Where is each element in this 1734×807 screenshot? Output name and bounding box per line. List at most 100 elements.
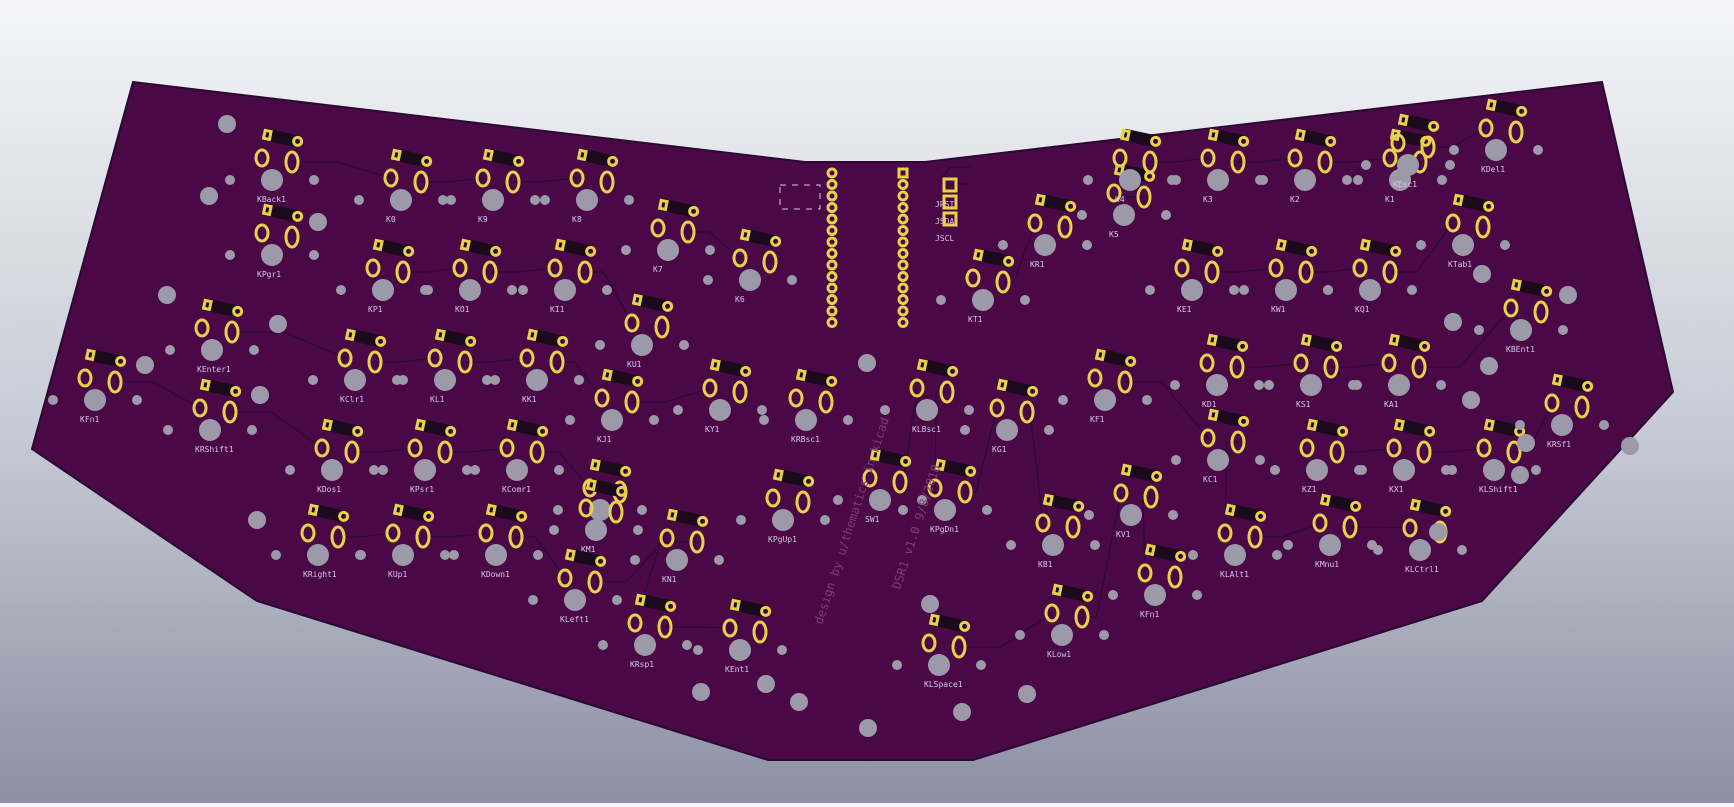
trace [1390, 222, 1454, 273]
switch-center-hole [261, 169, 283, 191]
switch-pad [818, 390, 834, 414]
header-pin [826, 236, 838, 248]
trace [1150, 157, 1209, 163]
diode-body [1298, 128, 1332, 148]
switch-peg-hole [309, 175, 319, 185]
diode-body [1392, 333, 1426, 353]
diode-pad [199, 378, 211, 392]
switch-footprint: KO1 [423, 238, 517, 314]
diode-body [1397, 418, 1431, 438]
switch-peg-hole [1531, 465, 1541, 475]
diode-pad [729, 598, 741, 612]
switch-pad [1074, 605, 1090, 629]
switch-peg-hole [438, 195, 448, 205]
diode-footprint [739, 228, 782, 248]
diode-pad [1042, 493, 1054, 507]
switch-peg-hole [595, 340, 605, 350]
switch-peg-hole [1558, 325, 1568, 335]
diode-pad [1541, 285, 1553, 297]
diode-footprint [1319, 493, 1362, 513]
switch-peg-hole [440, 550, 450, 560]
switch-label: KF1 [1090, 415, 1105, 424]
switch-pad [284, 225, 300, 249]
switch-peg-hole [624, 195, 634, 205]
switch-pad [1382, 260, 1398, 284]
diode-footprint [1306, 418, 1349, 438]
switch-label: K0 [386, 215, 396, 224]
header-pin [826, 305, 838, 317]
mounting-hole [757, 675, 775, 693]
switch-pad [1329, 440, 1345, 464]
switch-label: KBEnt1 [1506, 345, 1535, 354]
diode-pad [607, 155, 619, 167]
switch-center-hole [459, 279, 481, 301]
switch-peg-hole [490, 375, 500, 385]
switch-peg-hole [1099, 630, 1109, 640]
diode-body [1046, 493, 1080, 513]
switch-peg-hole [1083, 175, 1093, 185]
header-pin [826, 259, 838, 271]
trace [1224, 441, 1238, 534]
switch-center-hole [1034, 234, 1056, 256]
switch-peg-hole [249, 345, 259, 355]
diode-body [1489, 98, 1523, 118]
switch-peg-hole [356, 550, 366, 560]
diode-pad [526, 328, 538, 342]
switch-pad [1230, 430, 1246, 454]
switch-pad [192, 398, 208, 418]
switch-label: KLeft1 [560, 615, 589, 624]
switch-peg-hole [48, 395, 58, 405]
switch-peg-hole [449, 550, 459, 560]
switch-peg-hole [982, 505, 992, 515]
mounting-hole [218, 115, 236, 133]
diode-footprint [459, 238, 502, 258]
diode-pad [414, 418, 426, 432]
diode-pad [1144, 543, 1156, 557]
diode-pad [972, 248, 984, 262]
switch-center-hole [1207, 449, 1229, 471]
switch-label: KEsc1 [1393, 180, 1417, 189]
diode-body [1123, 128, 1157, 148]
diode-footprint [1359, 238, 1402, 258]
diode-pad [760, 605, 772, 617]
switch-footprint: KPgDn1 [898, 458, 992, 534]
switch-layer: KBack1 K0 K9 K8 KPgr1 K7 K6 KP1 KO1 KI1 KU1 KEnter1… [48, 98, 1609, 689]
switch-peg-hole [892, 660, 902, 670]
diode-body [438, 328, 472, 348]
diode-body [463, 238, 497, 258]
switch-footprint: KLeft1 [528, 548, 622, 624]
trace [1325, 157, 1391, 163]
switch-footprint: JSCL [935, 211, 958, 243]
switch-footprint: KM1 [549, 478, 643, 554]
trace [1331, 362, 1390, 368]
switch-pad [795, 490, 811, 514]
switch-pad [732, 248, 748, 268]
trace [1142, 496, 1151, 574]
diode-pad [513, 155, 525, 167]
switch-label: KRBsc1 [791, 435, 820, 444]
diode-pad [564, 548, 576, 562]
switch-peg-hole [1272, 550, 1282, 560]
switch-center-hole [372, 279, 394, 301]
switch-peg-hole [1044, 425, 1054, 435]
switch-center-hole [1409, 539, 1431, 561]
diode-footprint [1551, 373, 1594, 393]
trace [1212, 267, 1277, 273]
switch-label: KComr1 [502, 485, 531, 494]
switch-peg-hole [1108, 590, 1118, 600]
switch-pad [1200, 148, 1216, 168]
switch-center-hole [1483, 459, 1505, 481]
switch-center-hole [392, 544, 414, 566]
switch-center-hole [485, 544, 507, 566]
switch-pad [413, 170, 429, 194]
diode-footprint [928, 613, 971, 633]
switch-pad [1057, 215, 1073, 239]
switch-peg-hole [960, 425, 970, 435]
switch-footprint: KDos1 [285, 418, 379, 494]
diode-pad [589, 458, 601, 472]
switch-pad [927, 478, 943, 498]
diode-footprint [390, 148, 433, 168]
diode-body [1304, 333, 1338, 353]
switch-footprint: KE1 [1145, 238, 1239, 314]
